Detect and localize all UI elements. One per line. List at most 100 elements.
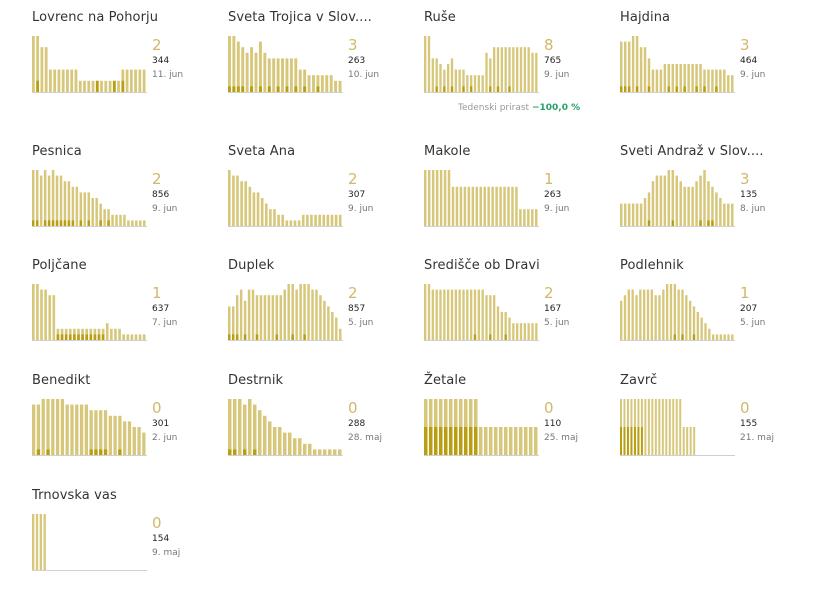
bar [655, 69, 659, 92]
bar-highlight [620, 427, 622, 455]
total-cases: 288 [348, 419, 366, 429]
last-update-date: 2. jun [152, 433, 178, 443]
bar [318, 449, 322, 455]
bar-highlight [233, 449, 237, 455]
bar-highlight [67, 220, 71, 226]
bar [129, 69, 133, 92]
bar [689, 300, 692, 340]
bar [123, 421, 127, 455]
bar [85, 328, 88, 340]
bar [298, 69, 302, 92]
bar [289, 220, 293, 226]
bar [335, 317, 338, 340]
bar-highlight [255, 334, 259, 340]
active-count: 8 [544, 36, 554, 54]
bar-highlight [424, 427, 428, 455]
bar [467, 186, 471, 226]
bar [523, 47, 526, 92]
bar [277, 214, 280, 226]
bar [673, 284, 676, 340]
bar [450, 289, 454, 340]
bar-highlight [623, 427, 626, 455]
bar [240, 181, 243, 226]
bar [519, 323, 523, 340]
bar [635, 203, 639, 226]
bar [651, 399, 654, 455]
bar [459, 186, 463, 226]
bar [691, 186, 694, 226]
bar [307, 75, 311, 92]
bar [646, 289, 650, 340]
bar [299, 284, 302, 340]
bar [675, 399, 678, 455]
municipality-name: Destrnik [228, 373, 284, 388]
bar [504, 427, 508, 455]
bar-highlight [699, 220, 702, 226]
bar [108, 80, 112, 92]
bar [111, 214, 114, 226]
bar [319, 295, 322, 340]
bar [731, 75, 734, 92]
municipality-card: Hajdina 3 464 9. jun [620, 10, 810, 120]
bar-highlight [32, 220, 35, 226]
bar [508, 317, 511, 340]
bar [101, 328, 105, 340]
bar-chart [424, 399, 539, 456]
bar-chart [32, 284, 147, 341]
bar [507, 186, 510, 226]
bar-highlight [103, 449, 108, 455]
bar [627, 289, 630, 340]
bar-highlight [444, 427, 448, 455]
last-update-date: 21. maj [740, 433, 774, 443]
bar [41, 399, 45, 455]
bar [35, 170, 39, 226]
bar [269, 209, 272, 226]
bar [40, 47, 44, 92]
bar [631, 203, 635, 226]
bar-chart [32, 399, 147, 456]
bar [118, 328, 121, 340]
municipality-card: Trnovska vas 0 154 9. maj [32, 488, 222, 598]
bar-highlight [118, 449, 122, 455]
bar [32, 36, 35, 92]
last-update-date: 9. maj [152, 548, 181, 558]
bar-highlight [77, 334, 80, 340]
municipality-name: Središče ob Dravi [424, 258, 540, 273]
bar-highlight [633, 427, 636, 455]
bar [32, 404, 36, 455]
bar [627, 41, 631, 92]
bar [267, 295, 271, 340]
bar [250, 47, 254, 92]
bar-highlight [55, 220, 59, 226]
bar [251, 289, 255, 340]
total-cases: 464 [740, 56, 758, 66]
bar [647, 192, 651, 226]
bar [134, 69, 137, 92]
bar [639, 47, 643, 92]
municipality-name: Makole [424, 144, 471, 159]
bar [110, 328, 113, 340]
bar [693, 427, 696, 455]
bar [643, 198, 647, 226]
bar [77, 328, 80, 340]
bar [496, 306, 500, 340]
bar [471, 186, 475, 226]
bar-highlight [640, 427, 643, 455]
bar [328, 449, 332, 455]
bar-highlight [462, 86, 465, 92]
bar-highlight [250, 86, 254, 92]
bar [248, 186, 252, 226]
bar [68, 328, 72, 340]
bar [283, 432, 287, 455]
bar [495, 186, 498, 226]
bar [71, 186, 75, 226]
bar [59, 175, 63, 226]
bar-highlight [97, 334, 101, 340]
municipality-card: Makole 1 263 9. jun [424, 144, 614, 254]
bar [424, 170, 427, 226]
total-cases: 263 [544, 190, 562, 200]
weekly-growth-note: Tedenski prirast −100,0 % [458, 103, 580, 113]
bar [279, 295, 283, 340]
active-count: 3 [740, 36, 750, 54]
bar [439, 289, 442, 340]
